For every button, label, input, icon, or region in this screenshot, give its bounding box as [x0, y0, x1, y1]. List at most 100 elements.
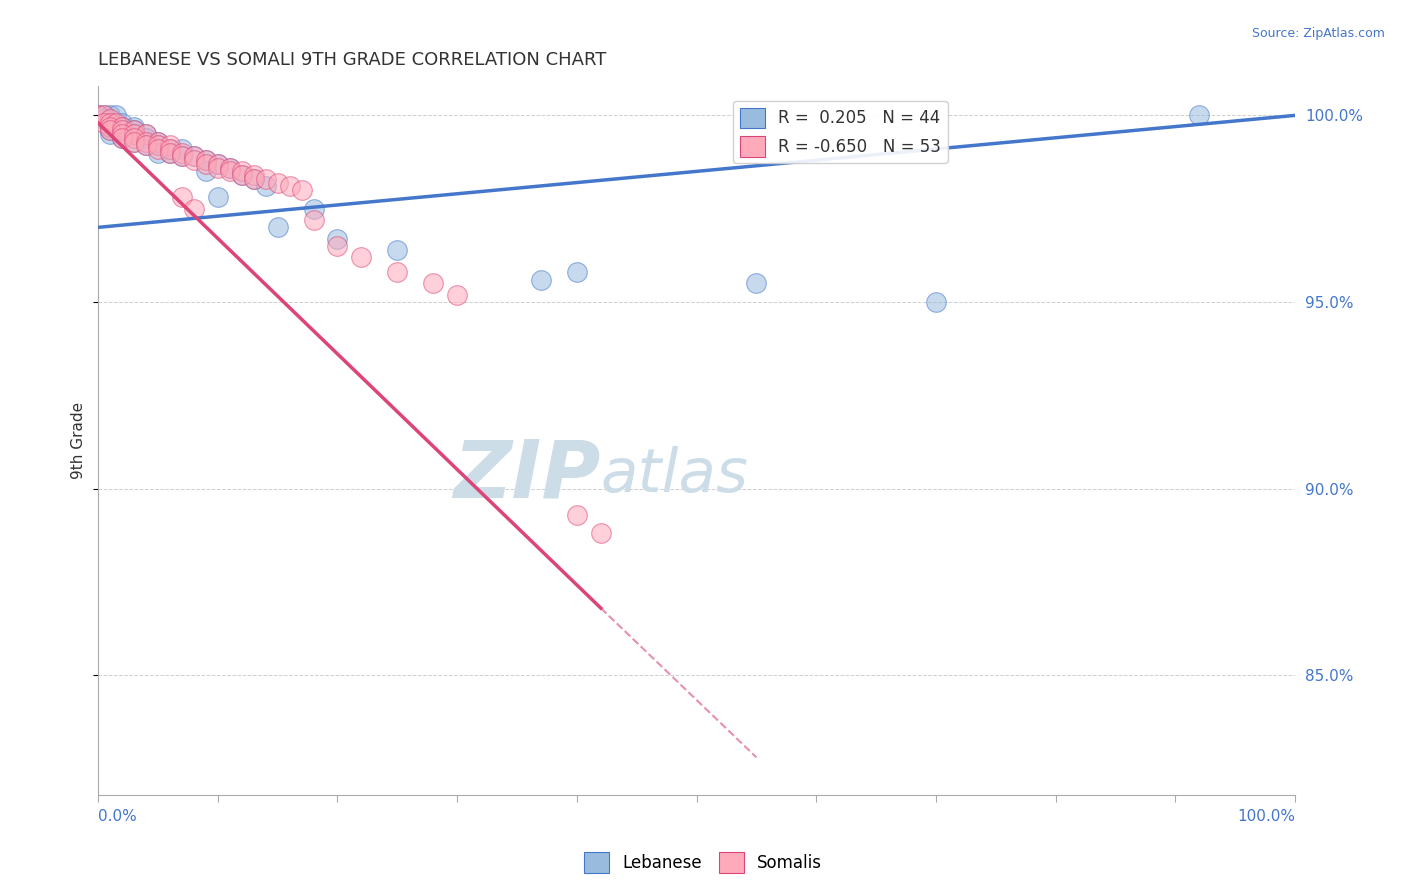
Point [242, 171, 264, 186]
Point [98, 112, 121, 127]
Point [111, 123, 134, 137]
Point [170, 149, 193, 163]
Point [111, 130, 134, 145]
Point [207, 161, 229, 175]
Point [242, 168, 264, 182]
Point [98, 120, 121, 134]
Point [159, 142, 181, 156]
Text: 0.0%: 0.0% [98, 809, 136, 824]
Point [745, 277, 768, 291]
Point [111, 130, 134, 145]
Point [231, 164, 253, 178]
Legend: R =  0.205   N = 44, R = -0.650   N = 53: R = 0.205 N = 44, R = -0.650 N = 53 [733, 101, 948, 163]
Point [231, 168, 253, 182]
Point [122, 120, 145, 134]
Point [159, 138, 181, 153]
Point [565, 508, 588, 522]
Point [122, 127, 145, 141]
Text: LEBANESE VS SOMALI 9TH GRADE CORRELATION CHART: LEBANESE VS SOMALI 9TH GRADE CORRELATION… [98, 51, 606, 69]
Point [93, 108, 115, 122]
Y-axis label: 9th Grade: 9th Grade [72, 401, 86, 479]
Point [111, 123, 134, 137]
Point [242, 171, 264, 186]
Point [170, 149, 193, 163]
Point [135, 127, 157, 141]
Point [146, 135, 169, 149]
Point [183, 149, 205, 163]
Point [122, 135, 145, 149]
Point [194, 153, 217, 168]
Point [93, 112, 115, 127]
Point [231, 168, 253, 182]
Point [135, 130, 157, 145]
Point [122, 123, 145, 137]
Point [218, 161, 240, 175]
Point [105, 116, 128, 130]
Point [183, 202, 205, 216]
Point [111, 116, 134, 130]
Point [159, 145, 181, 160]
Point [146, 142, 169, 156]
Point [183, 153, 205, 168]
Point [302, 213, 325, 227]
Point [589, 526, 612, 541]
Point [146, 135, 169, 149]
Point [266, 220, 288, 235]
Point [565, 265, 588, 279]
Point [111, 120, 134, 134]
Point [278, 179, 301, 194]
Point [93, 108, 115, 122]
Point [326, 231, 349, 245]
Point [135, 127, 157, 141]
Point [218, 164, 240, 178]
Text: Source: ZipAtlas.com: Source: ZipAtlas.com [1251, 27, 1385, 40]
Point [446, 287, 468, 301]
Point [387, 265, 409, 279]
Point [207, 157, 229, 171]
Point [254, 171, 277, 186]
Point [350, 250, 373, 264]
Point [146, 145, 169, 160]
Point [326, 239, 349, 253]
Point [302, 202, 325, 216]
Point [170, 142, 193, 156]
Point [170, 145, 193, 160]
Point [159, 145, 181, 160]
Point [87, 108, 110, 122]
Point [122, 123, 145, 137]
Point [135, 138, 157, 153]
Point [135, 135, 157, 149]
Text: atlas: atlas [600, 446, 749, 505]
Point [530, 272, 553, 286]
Point [146, 138, 169, 153]
Point [87, 108, 110, 122]
Point [387, 243, 409, 257]
Point [159, 142, 181, 156]
Point [105, 108, 128, 122]
Point [122, 127, 145, 141]
Point [290, 183, 312, 197]
Point [135, 138, 157, 153]
Point [122, 135, 145, 149]
Point [194, 153, 217, 168]
Text: ZIP: ZIP [454, 436, 600, 515]
Point [146, 138, 169, 153]
Point [1188, 108, 1211, 122]
Point [266, 176, 288, 190]
Point [111, 120, 134, 134]
Point [194, 157, 217, 171]
Point [218, 161, 240, 175]
Point [98, 116, 121, 130]
Point [98, 108, 121, 122]
Point [254, 179, 277, 194]
Legend: Lebanese, Somalis: Lebanese, Somalis [578, 846, 828, 880]
Point [122, 130, 145, 145]
Point [98, 127, 121, 141]
Text: 100.0%: 100.0% [1237, 809, 1295, 824]
Point [207, 190, 229, 204]
Point [422, 277, 444, 291]
Point [98, 123, 121, 137]
Point [93, 116, 115, 130]
Point [111, 127, 134, 141]
Point [98, 116, 121, 130]
